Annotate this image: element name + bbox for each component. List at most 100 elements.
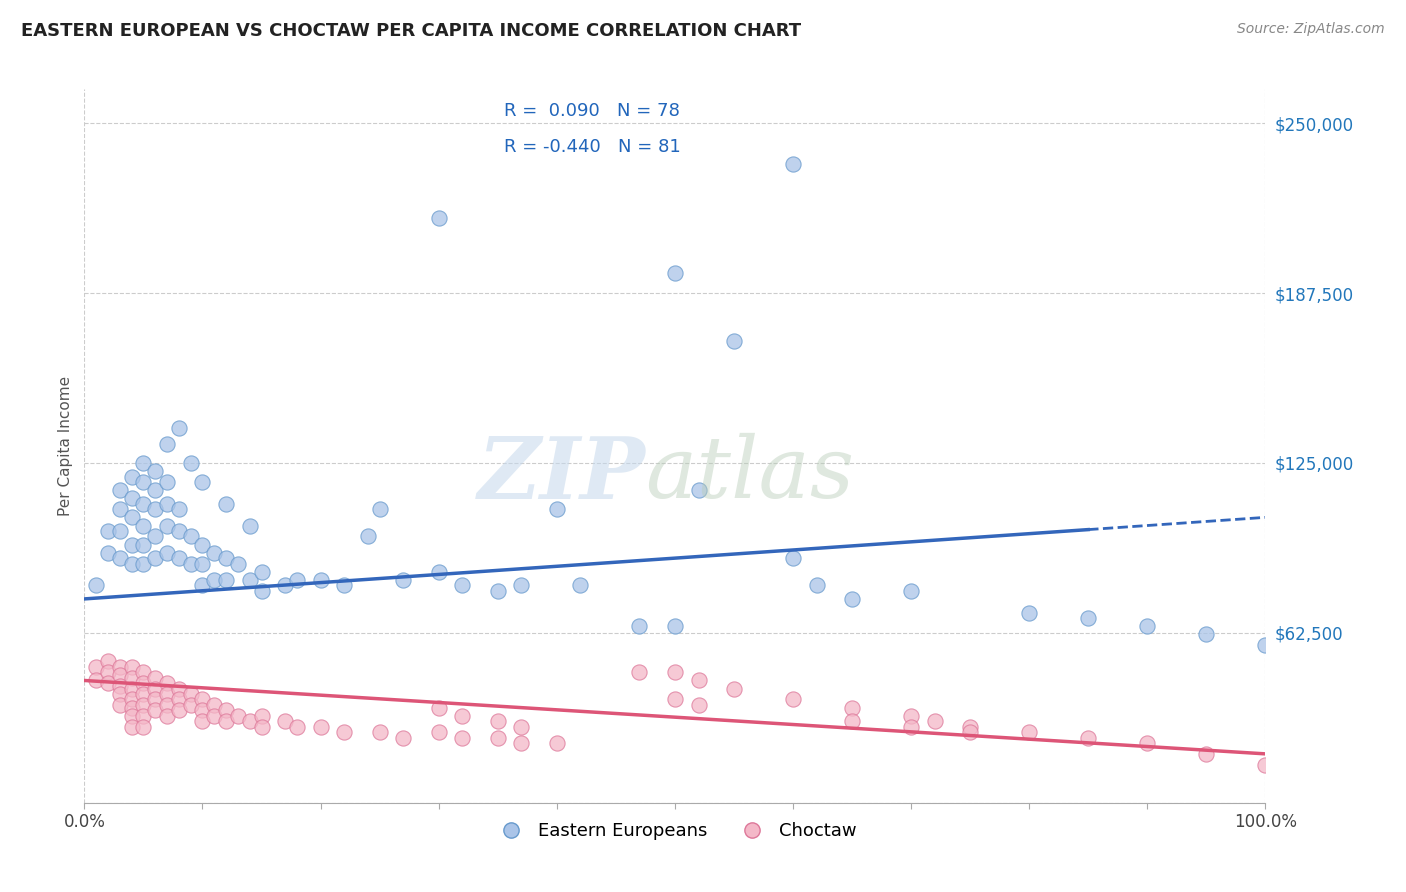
- Point: [226, 708, 249, 723]
- Point: [156, 546, 179, 560]
- Point: [309, 573, 332, 587]
- Point: [664, 266, 686, 280]
- Point: [156, 698, 179, 712]
- Point: [97, 655, 120, 669]
- Point: [156, 518, 179, 533]
- Point: [156, 676, 179, 690]
- Point: [486, 731, 509, 745]
- Point: [239, 518, 262, 533]
- Point: [959, 720, 981, 734]
- Point: [357, 529, 380, 543]
- Point: [202, 573, 225, 587]
- Point: [239, 573, 262, 587]
- Point: [202, 546, 225, 560]
- Point: [1254, 757, 1277, 772]
- Point: [132, 687, 155, 701]
- Point: [285, 573, 308, 587]
- Text: EASTERN EUROPEAN VS CHOCTAW PER CAPITA INCOME CORRELATION CHART: EASTERN EUROPEAN VS CHOCTAW PER CAPITA I…: [21, 22, 801, 40]
- Point: [132, 497, 155, 511]
- Point: [959, 725, 981, 739]
- Point: [132, 456, 155, 470]
- Point: [97, 676, 120, 690]
- Point: [108, 483, 131, 498]
- Point: [250, 708, 273, 723]
- Point: [121, 720, 143, 734]
- Point: [121, 671, 143, 685]
- Point: [156, 708, 179, 723]
- Point: [108, 502, 131, 516]
- Point: [215, 497, 238, 511]
- Point: [180, 557, 202, 571]
- Point: [1195, 747, 1218, 761]
- Point: [1254, 638, 1277, 652]
- Point: [841, 700, 863, 714]
- Point: [274, 714, 297, 729]
- Point: [167, 524, 190, 538]
- Point: [132, 720, 155, 734]
- Point: [108, 551, 131, 566]
- Point: [782, 692, 804, 706]
- Point: [97, 546, 120, 560]
- Point: [167, 681, 190, 696]
- Point: [723, 681, 745, 696]
- Point: [121, 537, 143, 551]
- Point: [132, 537, 155, 551]
- Point: [143, 681, 166, 696]
- Point: [121, 510, 143, 524]
- Point: [215, 573, 238, 587]
- Point: [97, 665, 120, 680]
- Point: [121, 557, 143, 571]
- Point: [486, 583, 509, 598]
- Point: [167, 502, 190, 516]
- Point: [191, 557, 214, 571]
- Point: [1077, 611, 1099, 625]
- Point: [1018, 606, 1040, 620]
- Point: [546, 502, 568, 516]
- Point: [156, 437, 179, 451]
- Point: [392, 731, 415, 745]
- Point: [156, 475, 179, 489]
- Point: [688, 673, 710, 688]
- Point: [510, 736, 533, 750]
- Text: R = -0.440   N = 81: R = -0.440 N = 81: [503, 138, 681, 156]
- Point: [191, 475, 214, 489]
- Point: [250, 720, 273, 734]
- Point: [132, 676, 155, 690]
- Point: [191, 537, 214, 551]
- Point: [841, 591, 863, 606]
- Point: [132, 518, 155, 533]
- Point: [309, 720, 332, 734]
- Point: [427, 725, 450, 739]
- Point: [132, 708, 155, 723]
- Point: [451, 578, 474, 592]
- Point: [451, 708, 474, 723]
- Point: [84, 578, 107, 592]
- Point: [143, 502, 166, 516]
- Point: [108, 524, 131, 538]
- Point: [510, 578, 533, 592]
- Point: [143, 483, 166, 498]
- Point: [806, 578, 828, 592]
- Point: [180, 456, 202, 470]
- Point: [900, 583, 922, 598]
- Point: [215, 714, 238, 729]
- Point: [569, 578, 592, 592]
- Point: [723, 334, 745, 348]
- Point: [510, 720, 533, 734]
- Point: [167, 551, 190, 566]
- Point: [143, 464, 166, 478]
- Point: [285, 720, 308, 734]
- Point: [191, 578, 214, 592]
- Point: [841, 714, 863, 729]
- Point: [333, 725, 356, 739]
- Point: [782, 157, 804, 171]
- Point: [84, 673, 107, 688]
- Point: [180, 529, 202, 543]
- Point: [451, 731, 474, 745]
- Point: [132, 665, 155, 680]
- Point: [121, 700, 143, 714]
- Point: [215, 703, 238, 717]
- Point: [180, 687, 202, 701]
- Point: [900, 720, 922, 734]
- Point: [143, 671, 166, 685]
